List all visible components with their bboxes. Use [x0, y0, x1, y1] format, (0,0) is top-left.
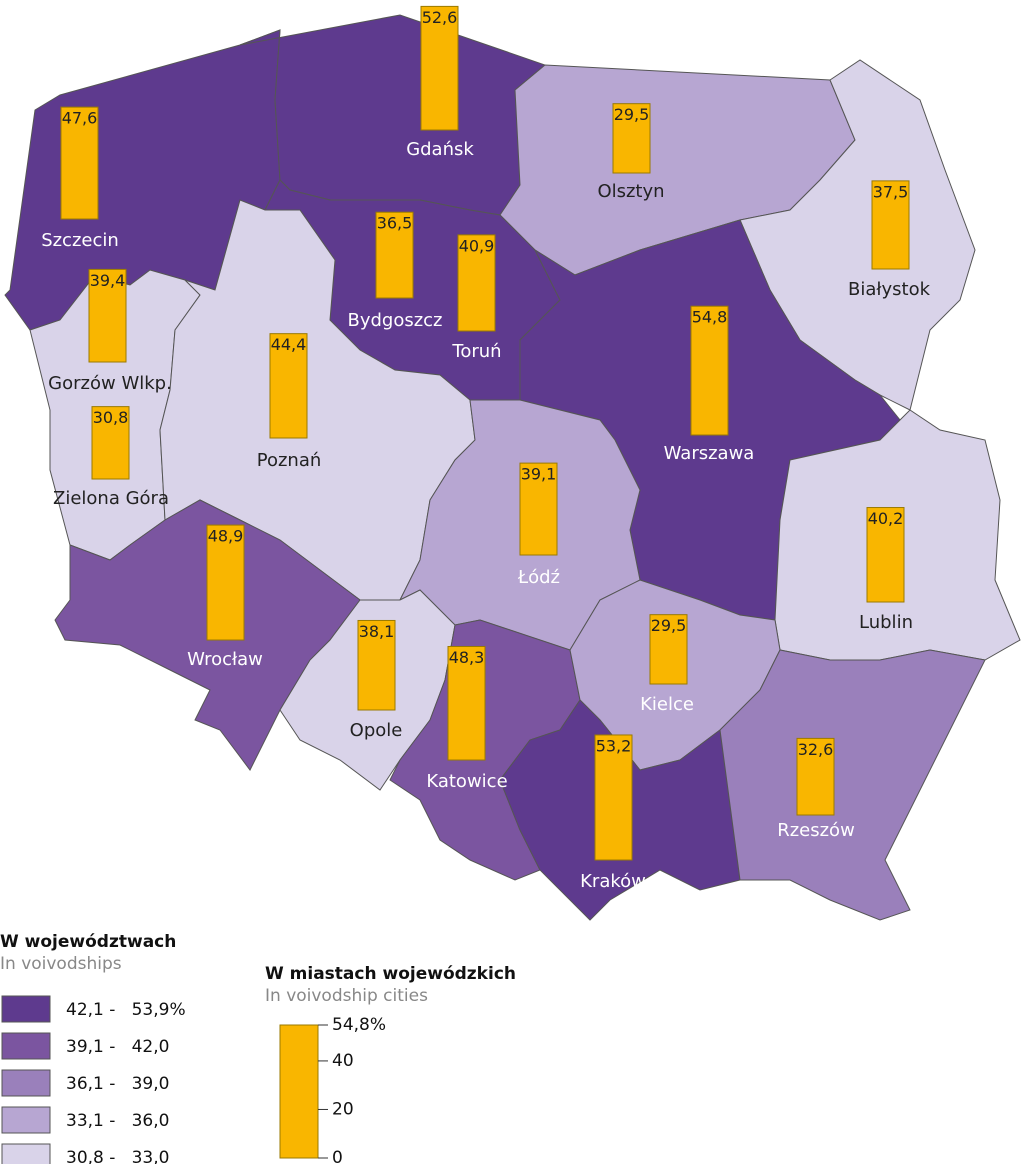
- value-label: 32,6: [798, 740, 834, 759]
- value-label: 40,2: [868, 509, 904, 528]
- legend-subtitle: In voivodship cities: [265, 986, 428, 1006]
- city-label: Gorzów Wlkp.: [48, 373, 172, 394]
- city-label: Katowice: [426, 771, 507, 792]
- value-label: 36,5: [377, 214, 413, 233]
- value-label: 52,6: [422, 8, 458, 27]
- city-label: Olsztyn: [597, 181, 664, 202]
- legend-label: 33,1 - 36,0: [66, 1111, 169, 1131]
- city-label: Kraków: [580, 871, 646, 892]
- bar: [796, 737, 835, 816]
- bar: [866, 507, 905, 603]
- bar: [612, 103, 651, 174]
- bar: [519, 462, 558, 556]
- bar: [871, 180, 910, 270]
- city-label: Zielona Góra: [53, 488, 169, 509]
- value-label: 37,5: [873, 182, 909, 201]
- city-label: Gdańsk: [406, 139, 474, 160]
- legend-swatch: [1, 1032, 51, 1060]
- value-label: 53,2: [596, 736, 632, 755]
- legend-label: 42,1 - 53,9%: [66, 1000, 186, 1020]
- value-label: 54,8: [692, 308, 728, 327]
- value-label: 47,6: [62, 109, 98, 128]
- bar: [357, 619, 396, 711]
- city-label: Warszawa: [664, 443, 755, 464]
- value-label: 39,4: [90, 271, 126, 290]
- tick-label: 20: [332, 1099, 354, 1119]
- city-label: Białystok: [848, 279, 931, 300]
- bar: [457, 234, 496, 332]
- value-label: 40,9: [459, 236, 495, 255]
- value-label: 48,3: [449, 648, 485, 667]
- legend-label: 39,1 - 42,0: [66, 1037, 169, 1057]
- tick-label: 0: [332, 1148, 343, 1164]
- bar: [594, 734, 633, 861]
- city-label: Lublin: [859, 612, 913, 633]
- region: [719, 649, 986, 921]
- value-label: 38,1: [359, 622, 395, 641]
- value-label: 30,8: [93, 408, 129, 427]
- city-label: Opole: [350, 720, 403, 741]
- bar: [206, 524, 245, 641]
- legend-label: 30,8 - 33,0: [66, 1148, 169, 1164]
- legend-label: 36,1 - 39,0: [66, 1074, 169, 1094]
- city-label: Poznań: [257, 450, 322, 471]
- city-label: Kielce: [640, 694, 694, 715]
- city-label: Bydgoszcz: [347, 310, 442, 331]
- bar: [649, 614, 688, 685]
- legend-title: W województwach: [0, 932, 176, 952]
- bar: [88, 268, 127, 363]
- legend-subtitle: In voivodships: [0, 954, 122, 974]
- city-label: Wrocław: [187, 649, 263, 670]
- bar: [60, 106, 99, 220]
- value-label: 29,5: [614, 105, 650, 124]
- bar: [375, 211, 414, 299]
- value-label: 48,9: [208, 527, 244, 546]
- tick-label: 40: [332, 1051, 354, 1071]
- legend-title: W miastach wojewódzkich: [265, 964, 516, 984]
- bar: [420, 5, 459, 131]
- tick-label: 54,8%: [332, 1015, 386, 1035]
- city-label: Toruń: [451, 341, 501, 362]
- city-label: Łódź: [517, 567, 560, 588]
- bar: [91, 406, 130, 480]
- legend-swatch: [1, 1143, 51, 1164]
- legend-swatch: [1, 1069, 51, 1097]
- city-label: Rzeszów: [777, 820, 855, 841]
- city-label: Szczecin: [41, 230, 119, 251]
- region: [239, 14, 547, 216]
- bar: [269, 333, 308, 439]
- regions: [4, 14, 1021, 921]
- legend-bar: [279, 1024, 319, 1159]
- bar: [447, 645, 486, 761]
- value-label: 44,4: [271, 335, 307, 354]
- legend-swatch: [1, 995, 51, 1023]
- legend-swatch: [1, 1106, 51, 1134]
- value-label: 29,5: [651, 616, 687, 635]
- bar: [690, 305, 729, 436]
- value-label: 39,1: [521, 465, 557, 484]
